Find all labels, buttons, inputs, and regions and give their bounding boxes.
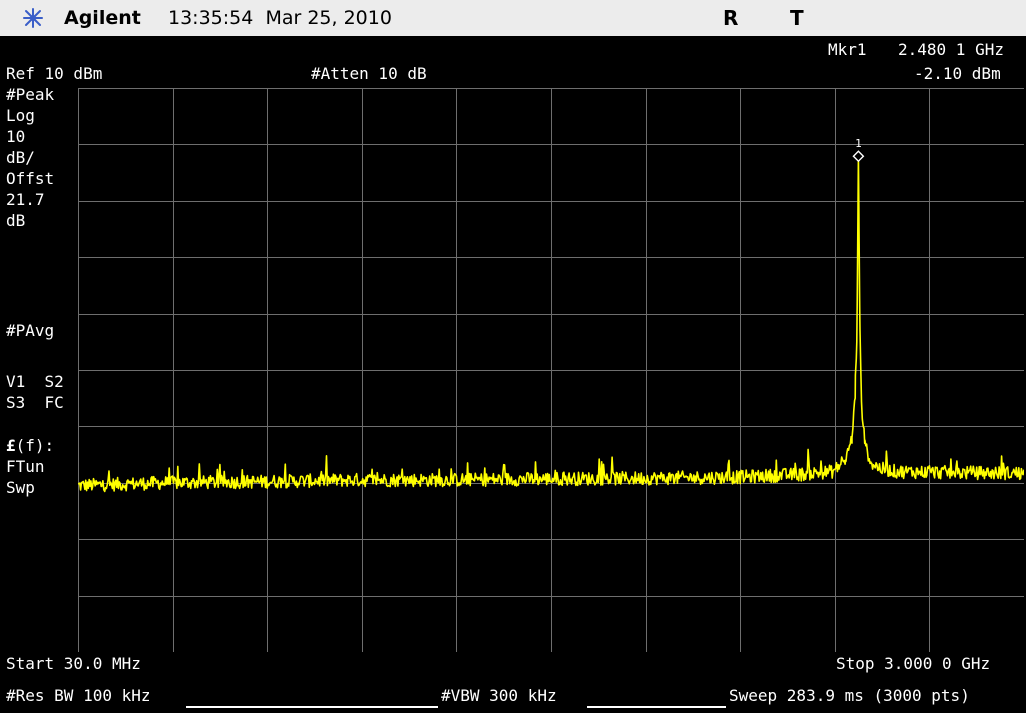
power-average: #PAvg [6, 321, 55, 340]
trace-s3-fc: S3 FC [6, 393, 64, 412]
offset-unit: dB [6, 211, 26, 230]
ef-label: £(f): [6, 437, 54, 455]
brand-name: Agilent [64, 7, 141, 29]
sweep-label: Swp [6, 478, 35, 497]
date-text: Mar 25, 2010 [265, 7, 392, 29]
sweep-time: Sweep 283.9 ms (3000 pts) [729, 686, 970, 705]
scale-value: 10 [6, 127, 26, 146]
stop-frequency: Stop 3.000 0 GHz [836, 654, 991, 673]
marker-label: Mkr1 [828, 40, 867, 59]
title-bar: Agilent 13:35:54 Mar 25, 2010 R T [0, 0, 1026, 36]
agilent-spark-icon [23, 8, 43, 28]
ftun-label: FTun [6, 457, 45, 476]
spectrum-display: 1 [78, 88, 1024, 652]
scale-unit: dB/ [6, 148, 35, 167]
graticule-grid [78, 88, 1024, 652]
video-bandwidth: #VBW 300 kHz [441, 686, 557, 705]
ef-text: (f): [15, 436, 55, 455]
marker-1: 1 [852, 137, 865, 163]
ref-level: Ref 10 dBm [6, 64, 103, 83]
trace-v1-s2: V1 S2 [6, 372, 64, 391]
time-text: 13:35:54 [168, 7, 254, 29]
spectrum-trace [78, 155, 1024, 493]
marker-number: 1 [855, 137, 862, 150]
attenuation: #Atten 10 dB [311, 64, 427, 83]
offset-value: 21.7 [6, 190, 45, 209]
marker-amplitude: -2.10 dBm [914, 64, 1001, 83]
flag-r: R [723, 6, 739, 30]
timestamp: 13:35:54 Mar 25, 2010 [168, 0, 392, 36]
ef-symbol: £ [6, 436, 16, 455]
flag-t: T [790, 6, 804, 30]
footer-divider-1 [186, 706, 438, 708]
resolution-bandwidth: #Res BW 100 kHz [6, 686, 151, 705]
footer-divider-2 [587, 706, 726, 708]
scale-log: Log [6, 106, 35, 125]
start-frequency: Start 30.0 MHz [6, 654, 141, 673]
offset-label: Offst [6, 169, 55, 188]
detector-peak: #Peak [6, 85, 55, 104]
marker-frequency: 2.480 1 GHz [898, 40, 1004, 59]
marker-diamond [852, 150, 865, 163]
